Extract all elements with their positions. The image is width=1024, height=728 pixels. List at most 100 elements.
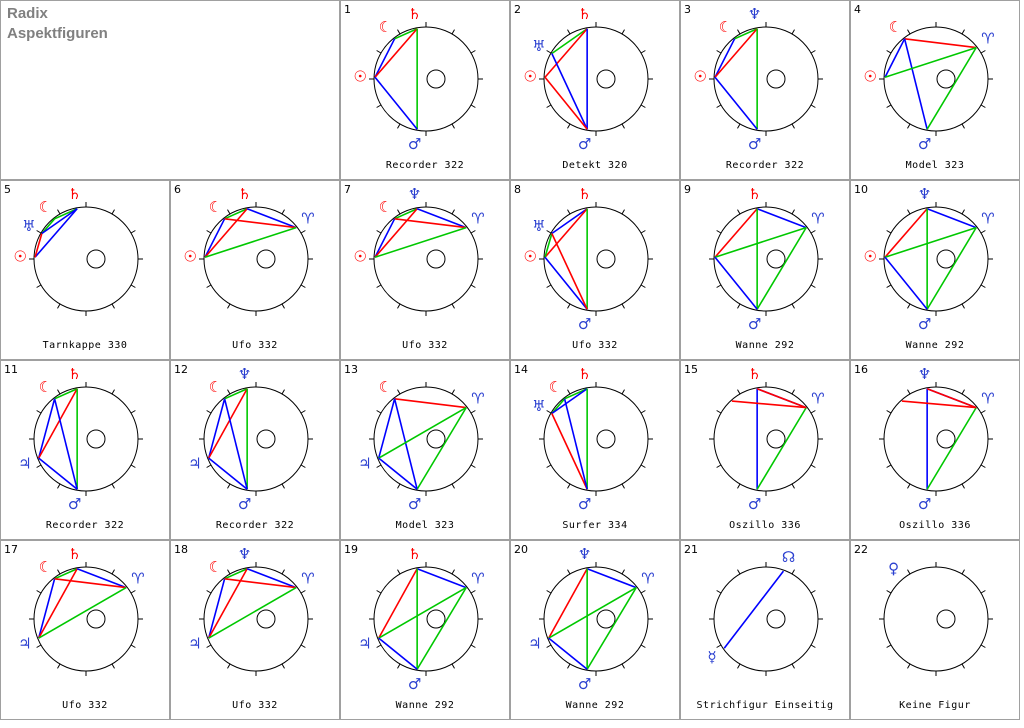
figure-cell-18[interactable]: 18 ☾ ♆ ♈ ♃ Ufo 332	[170, 540, 340, 720]
figure-cell-6[interactable]: 6 ☾ ♄ ♈ ☉ Ufo 332	[170, 180, 340, 360]
ari-glyph-icon: ♈	[301, 569, 314, 587]
aspect-line	[378, 406, 467, 459]
wheel-tick	[57, 303, 61, 309]
figure-cell-10[interactable]: 10 ♆ ♈ ☉ ♂ Wanne 292	[850, 180, 1020, 360]
wheel-tick	[810, 464, 816, 468]
wheel-tick	[716, 230, 722, 234]
wheel-tick	[111, 569, 115, 575]
figure-cell-19[interactable]: 19 ♄ ♈ ♃ ♂ Wanne 292	[340, 540, 510, 720]
figure-cell-8[interactable]: 8 ♄ ♅ ☉ ♂ Ufo 332	[510, 180, 680, 360]
figure-cell-12[interactable]: 12 ☾ ♆ ♃ ♂ Recorder 322	[170, 360, 340, 540]
wheel-tick	[451, 389, 455, 395]
aspect-line	[246, 568, 297, 589]
figure-cell-21[interactable]: 21 ☊ ☿ Strichfigur Einseitig	[680, 540, 850, 720]
radix-wheel: ♆ ♈ ♃ ♂	[528, 545, 655, 693]
wheel-tick	[886, 644, 892, 648]
figure-cell-17[interactable]: 17 ☾ ♄ ♈ ♃ Ufo 332	[0, 540, 170, 720]
wheel-tick	[300, 464, 306, 468]
wheel-tick	[451, 303, 455, 309]
aspect-line	[416, 587, 467, 670]
wheel-tick	[376, 590, 382, 594]
wheel-tick	[567, 663, 571, 669]
figure-cell-11[interactable]: 11 ☾ ♄ ♃ ♂ Recorder 322	[0, 360, 170, 540]
aspect-line	[926, 47, 977, 130]
aspect-line	[37, 578, 56, 639]
figure-cell-4[interactable]: 4 ☾ ♈ ☉ ♂ Model 323	[850, 0, 1020, 180]
figure-number: 13	[344, 363, 358, 376]
aspect-line	[393, 398, 418, 490]
radix-wheel: ☾ ♆ ☉ ♂	[693, 5, 823, 153]
figure-number: 11	[4, 363, 18, 376]
aspect-line	[551, 233, 588, 310]
wheel-tick	[980, 464, 986, 468]
aspect-line	[714, 226, 807, 258]
aspect-line	[901, 400, 977, 409]
aspect-line	[544, 76, 588, 130]
aspect-line	[394, 208, 418, 220]
center-circle	[766, 609, 786, 629]
aspect-line	[224, 208, 248, 220]
ura-glyph-icon: ♅	[532, 217, 545, 235]
wheel-tick	[810, 50, 816, 54]
ari-glyph-icon: ♈	[131, 569, 144, 587]
radix-wheel: ☾ ♄ ☉ ♂	[353, 5, 483, 153]
mars-glyph-icon: ♂	[918, 315, 931, 333]
wheel-tick	[716, 284, 722, 288]
figure-number: 10	[854, 183, 868, 196]
figure-cell-20[interactable]: 20 ♆ ♈ ♃ ♂ Wanne 292	[510, 540, 680, 720]
aspect-line	[903, 38, 928, 130]
radix-wheel: ☾ ♄ ♈ ☉	[183, 185, 315, 316]
figure-cell-16[interactable]: 16 ♆ ♈ ♂ Oszillo 336	[850, 360, 1020, 540]
aspect-line	[54, 568, 78, 580]
figure-cell-5[interactable]: 5 ☾ ♄ ♅ ☉ Tarnkappe 330	[0, 180, 170, 360]
wheel-tick	[716, 50, 722, 54]
figure-cell-15[interactable]: 15 ♄ ♈ ♂ Oszillo 336	[680, 360, 850, 540]
figure-cell-1[interactable]: 1 ☾ ♄ ☉ ♂ Recorder 322	[340, 0, 510, 180]
center-circle	[596, 429, 616, 449]
figure-label: Oszillo 336	[729, 520, 801, 531]
mars-glyph-icon: ♂	[578, 315, 591, 333]
figure-cell-14[interactable]: 14 ☾ ♄ ♅ ♂ Surfer 334	[510, 360, 680, 540]
center-circle	[256, 429, 276, 449]
figure-cell-2[interactable]: 2 ♄ ♅ ☉ ♂ Detekt 320	[510, 0, 680, 180]
figure-number: 12	[174, 363, 188, 376]
wheel-tick	[130, 410, 136, 414]
wheel-tick	[206, 590, 212, 594]
center-circle	[426, 69, 446, 89]
wheel-tick	[980, 230, 986, 234]
ari-glyph-icon: ♈	[471, 569, 484, 587]
wheel-tick	[206, 230, 212, 234]
wheel-tick	[886, 410, 892, 414]
wheel-tick	[640, 230, 646, 234]
wheel-tick	[36, 230, 42, 234]
aspect-line	[926, 407, 977, 490]
figure-cell-7[interactable]: 7 ☾ ♆ ♈ ☉ Ufo 332	[340, 180, 510, 360]
figure-cell-22[interactable]: 22 ♀ Keine Figur	[850, 540, 1020, 720]
mars-glyph-icon: ♂	[748, 495, 761, 513]
wheel-tick	[791, 209, 795, 215]
wheel-tick	[376, 410, 382, 414]
aspect-line	[374, 38, 396, 78]
figure-label: Detekt 320	[562, 160, 628, 171]
wheel-tick	[737, 569, 741, 575]
figure-cell-13[interactable]: 13 ☾ ♈ ♃ ♂ Model 323	[340, 360, 510, 540]
aspect-line	[926, 227, 977, 310]
aspect-line	[756, 407, 807, 490]
wheel-tick	[36, 464, 42, 468]
mars-glyph-icon: ♂	[748, 315, 761, 333]
wheel-tick	[567, 569, 571, 575]
figure-cell-9[interactable]: 9 ♄ ♈ ♂ Wanne 292	[680, 180, 850, 360]
wheel-tick	[36, 644, 42, 648]
sat-glyph-icon: ♄	[408, 5, 421, 23]
wheel-tick	[980, 50, 986, 54]
wheel-tick	[546, 104, 552, 108]
figure-cell-3[interactable]: 3 ☾ ♆ ☉ ♂ Recorder 322	[680, 0, 850, 180]
wheel-tick	[961, 209, 965, 215]
wheel-tick	[716, 410, 722, 414]
jup-glyph-icon: ♃	[358, 635, 371, 653]
aspect-line	[544, 233, 553, 258]
moon-glyph-icon: ☾	[889, 18, 902, 36]
ari-glyph-icon: ♈	[981, 209, 994, 227]
figure-label: Wanne 292	[395, 700, 455, 711]
aspect-line	[926, 208, 977, 229]
